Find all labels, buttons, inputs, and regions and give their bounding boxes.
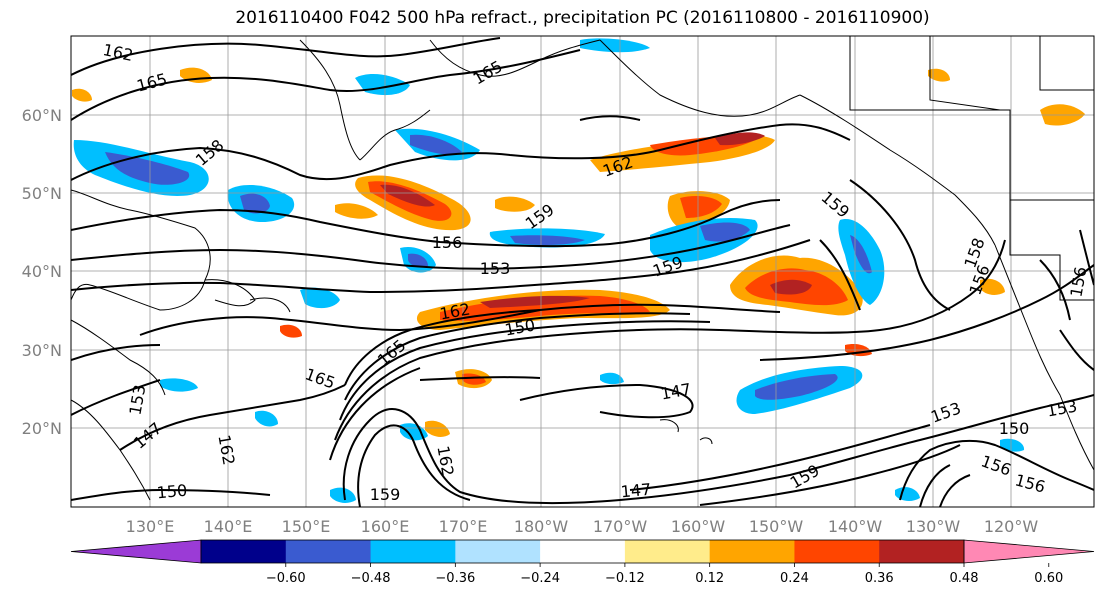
colorbar-tick-label: 0.24 — [780, 571, 809, 586]
shade-patch — [770, 279, 812, 295]
shade-patch — [330, 487, 356, 503]
contour-label: 153 — [480, 259, 511, 278]
contour-label: 159 — [370, 485, 401, 504]
shade-patch — [510, 235, 585, 245]
longitude-label: 120°W — [984, 517, 1039, 536]
colorbar-frame — [200, 539, 965, 564]
colorbar-tick-label: −0.60 — [266, 571, 306, 586]
map-panel — [71, 36, 1094, 507]
longitude-label: 180°W — [514, 517, 569, 536]
shade-patch — [580, 38, 650, 53]
graticule — [71, 36, 1094, 507]
latitude-label: 60°N — [22, 106, 62, 125]
shade-patch — [280, 324, 302, 338]
longitude-labels: 130°E 140°E 150°E 160°E 170°E 180°W 170°W 160°W… — [126, 517, 1039, 536]
shade-patch — [300, 287, 340, 309]
shade-patch — [408, 253, 428, 268]
colorbar-segment — [794, 540, 880, 563]
shade-patch — [72, 88, 92, 102]
colorbar-tick-label: −0.12 — [605, 571, 645, 586]
longitude-label: 170°W — [593, 517, 648, 536]
longitude-label: 150°W — [749, 517, 804, 536]
longitude-label: 160°E — [361, 517, 410, 536]
latitude-label: 40°N — [22, 262, 62, 281]
longitude-label: 130°W — [906, 517, 961, 536]
longitude-label: 160°W — [671, 517, 726, 536]
shade-patch — [680, 196, 722, 218]
colorbar-segment — [879, 540, 965, 563]
map-title: 2016110400 F042 500 hPa refract., precip… — [235, 8, 930, 28]
shade-patch — [495, 196, 535, 212]
colorbar-segment — [201, 540, 287, 563]
shade-patch — [928, 68, 950, 82]
shade-patch — [410, 134, 462, 155]
shade-patch — [600, 372, 624, 385]
colorbar-segment — [370, 540, 456, 563]
shade-patch — [715, 132, 765, 146]
shade-patch — [980, 278, 1005, 295]
colorbar-tick-label: 0.12 — [695, 571, 724, 586]
latitude-label: 20°N — [22, 419, 62, 438]
colorbar-segment — [455, 540, 541, 563]
shade-patch — [480, 295, 590, 308]
refractivity-contours — [71, 37, 1094, 507]
contour-label: 156 — [432, 233, 463, 252]
longitude-label: 140°E — [204, 517, 253, 536]
colorbar-tick-label: −0.36 — [435, 571, 475, 586]
shade-patch — [380, 184, 435, 207]
shade-patch — [425, 420, 450, 437]
colorbar-tick-label: 0.36 — [865, 571, 894, 586]
map-frame — [70, 35, 1095, 508]
shade-patch — [400, 423, 428, 441]
shade-patch — [240, 193, 270, 214]
longitude-label: 130°E — [126, 517, 175, 536]
colorbar-tick-label: −0.24 — [520, 571, 560, 586]
latitude-labels: 60°N 50°N 40°N 30°N 20°N — [22, 106, 62, 438]
colorbar-segment — [709, 540, 795, 563]
shade-patch — [255, 410, 278, 427]
latitude-label: 30°N — [22, 341, 62, 360]
longitude-label: 150°E — [282, 517, 331, 536]
shade-patch — [700, 222, 750, 242]
latitude-label: 50°N — [22, 184, 62, 203]
colorbar-extend-high — [963, 539, 1095, 564]
colorbar-segment — [285, 540, 372, 563]
colorbar-tick-label: 0.48 — [950, 571, 979, 586]
shade-patch — [1000, 438, 1025, 452]
colorbar-tick-label: 0.60 — [1034, 571, 1063, 586]
shade-patch — [335, 203, 378, 219]
longitude-label: 170°E — [439, 517, 488, 536]
shade-patch — [850, 235, 872, 274]
shade-patch — [462, 373, 486, 385]
contour-label: 147 — [620, 480, 652, 502]
colorbar: −0.60 −0.48 −0.36 −0.24 −0.12 0.12 0.24 0.36 0.4… — [70, 539, 1095, 586]
contour-label: 150 — [156, 481, 188, 503]
colorbar-segment — [540, 540, 626, 563]
shade-patch — [160, 378, 198, 392]
coastlines — [71, 36, 1094, 501]
longitude-label: 140°W — [828, 517, 883, 536]
colorbar-segment — [624, 540, 711, 563]
contour-label: 150 — [999, 419, 1030, 438]
colorbar-extend-low — [70, 539, 202, 564]
colorbar-tick-label: −0.48 — [351, 571, 391, 586]
